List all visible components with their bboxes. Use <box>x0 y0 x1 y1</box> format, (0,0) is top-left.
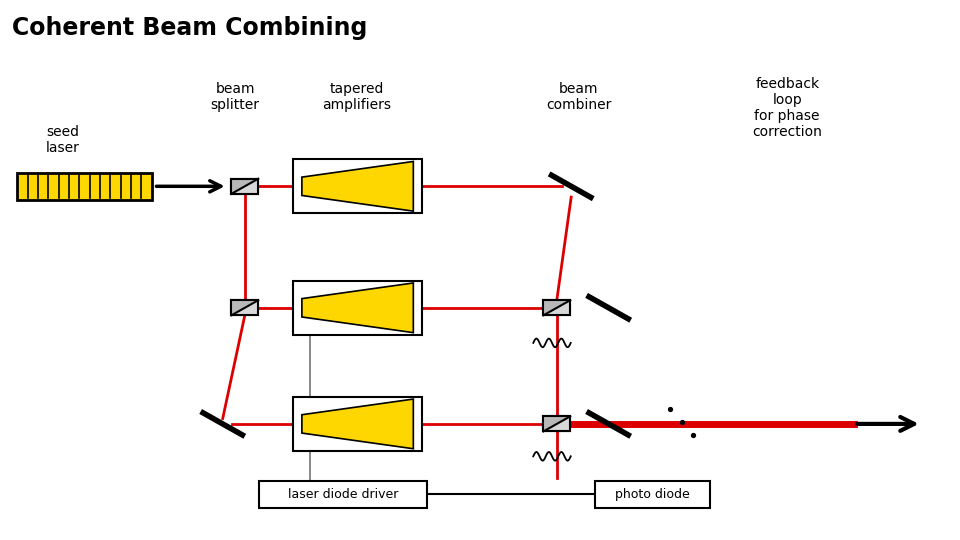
Text: feedback
loop
for phase
correction: feedback loop for phase correction <box>753 77 822 139</box>
Bar <box>543 300 570 315</box>
Polygon shape <box>301 399 414 449</box>
Polygon shape <box>543 300 570 315</box>
Polygon shape <box>231 179 258 194</box>
Bar <box>259 481 427 508</box>
Bar <box>293 281 422 335</box>
Bar <box>231 300 258 315</box>
Text: photo diode: photo diode <box>615 488 690 501</box>
Text: Coherent Beam Combining: Coherent Beam Combining <box>12 16 367 40</box>
Bar <box>543 416 570 431</box>
Bar <box>17 173 152 200</box>
Text: beam
splitter: beam splitter <box>210 82 260 112</box>
Bar <box>293 397 422 451</box>
Bar <box>543 416 570 431</box>
Polygon shape <box>543 416 570 431</box>
Polygon shape <box>301 161 414 211</box>
Polygon shape <box>543 300 570 315</box>
Bar <box>231 179 258 194</box>
Text: seed
laser: seed laser <box>45 125 80 156</box>
Polygon shape <box>301 283 414 333</box>
Text: beam
combiner: beam combiner <box>546 82 612 112</box>
Polygon shape <box>543 416 570 431</box>
Polygon shape <box>231 300 258 315</box>
Bar <box>231 179 258 194</box>
Text: laser diode driver: laser diode driver <box>288 488 398 501</box>
Bar <box>595 481 710 508</box>
Polygon shape <box>231 179 258 194</box>
Text: tapered
amplifiers: tapered amplifiers <box>323 82 392 112</box>
Bar <box>231 300 258 315</box>
Bar <box>293 159 422 213</box>
Polygon shape <box>231 300 258 315</box>
Bar <box>543 300 570 315</box>
